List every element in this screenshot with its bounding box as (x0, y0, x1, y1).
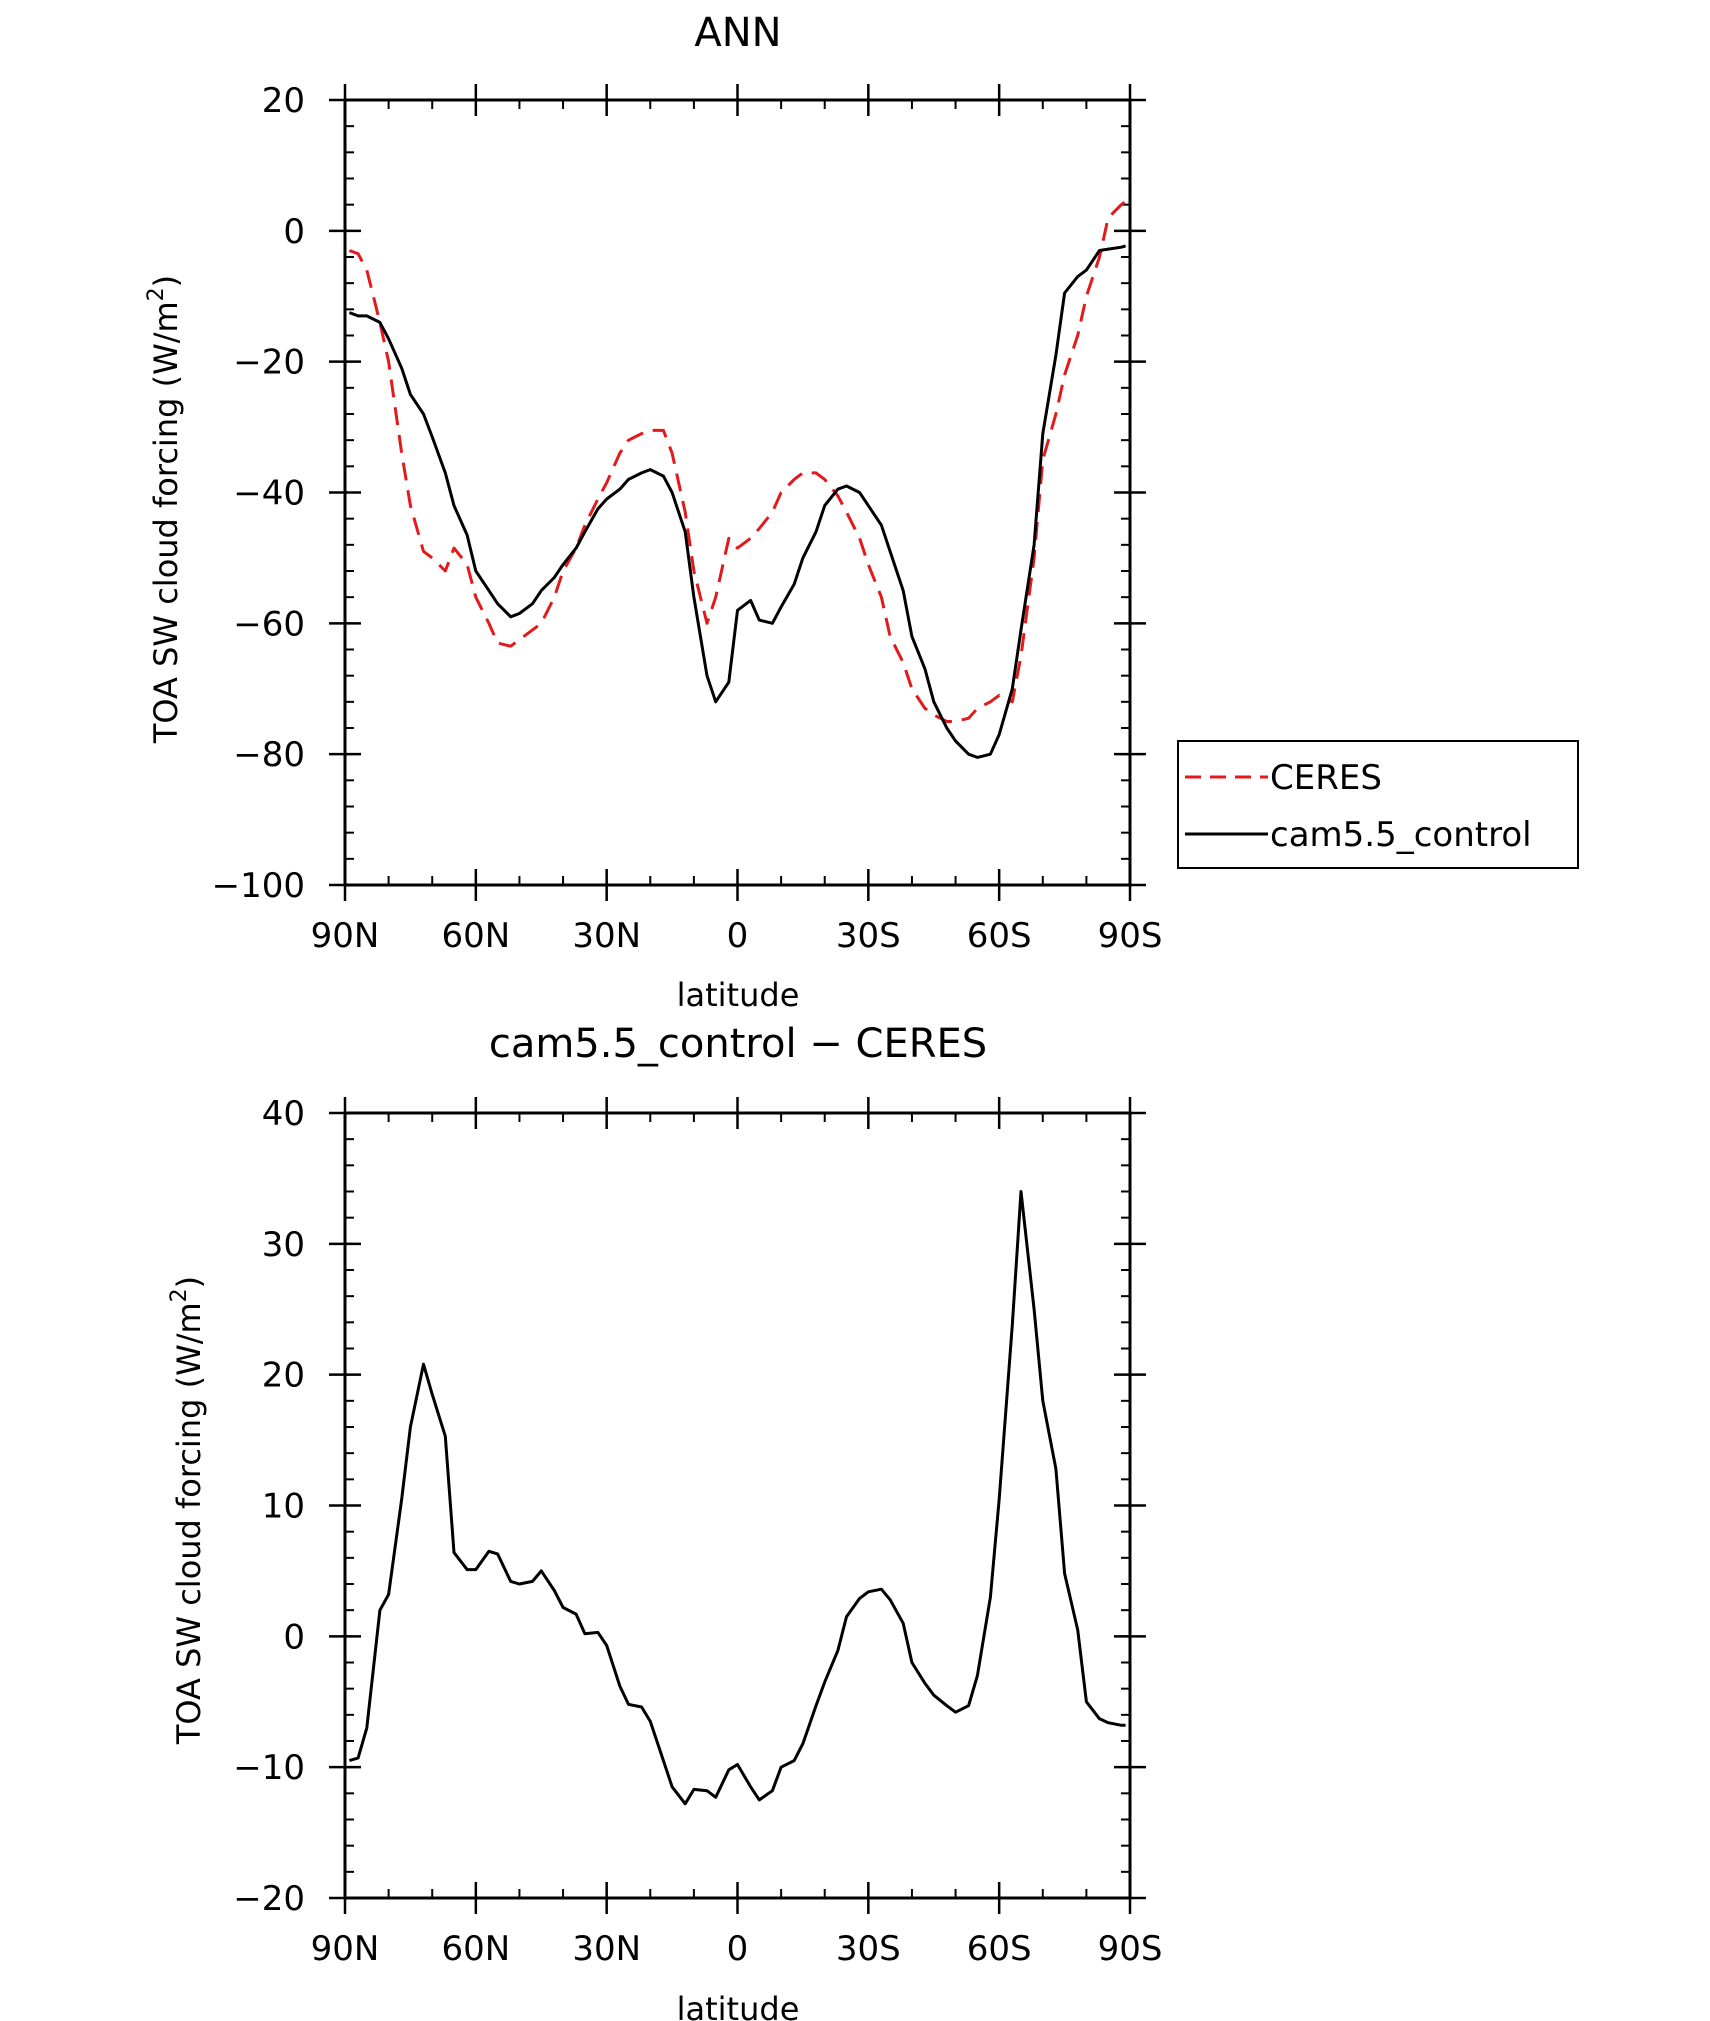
top-x-tick-label: 90N (311, 916, 380, 956)
top-y-axis-label: TOA SW cloud forcing (W/m2) (144, 275, 185, 744)
legend: CERES cam5.5_control (1177, 740, 1579, 869)
bottom-plot-frame (343, 1111, 1132, 1900)
top-y-tick-label: 0 (283, 212, 305, 252)
svg-text:TOA SW cloud forcing (W/m2): TOA SW cloud forcing (W/m2) (167, 1276, 208, 1745)
bottom-chart-title: cam5.5_control − CERES (489, 1021, 987, 1067)
top-x-tick-label: 60N (441, 916, 510, 956)
bottom-x-tick-label: 30S (836, 1929, 901, 1969)
legend-box (1177, 740, 1579, 869)
legend-label-model: cam5.5_control (1270, 815, 1532, 855)
bottom-x-tick-label: 90S (1098, 1929, 1163, 1969)
top-x-tick-label: 0 (727, 916, 749, 956)
bottom-series-layer (348, 1190, 1126, 1806)
top-y-axis-label-main: TOA SW cloud forcing (W/m (147, 301, 185, 744)
top-y-tick-label: −40 (233, 474, 305, 514)
bottom-panel: cam5.5_control − CERES 403020100−10−2090… (167, 1021, 1162, 2021)
top-y-tick-label: −80 (233, 735, 305, 775)
bottom-y-tick-label: 0 (283, 1617, 305, 1657)
top-series-line-ceres (348, 200, 1127, 723)
bottom-series-line-0 (348, 1190, 1126, 1806)
top-plot-frame (343, 98, 1132, 887)
bottom-y-tick-label: 40 (262, 1094, 305, 1134)
bottom-x-tick-label: 30N (572, 1929, 641, 1969)
top-y-tick-label: −20 (233, 343, 305, 383)
svg-text:TOA SW cloud forcing (W/m2): TOA SW cloud forcing (W/m2) (144, 275, 185, 744)
top-x-tick-label: 90S (1098, 916, 1163, 956)
top-series-layer (348, 200, 1127, 759)
bottom-y-axis-label-sup: 2 (167, 1288, 192, 1302)
bottom-x-tick-label: 0 (727, 1929, 749, 1969)
top-x-axis-label: latitude (677, 976, 800, 1014)
top-x-tick-label: 60S (967, 916, 1032, 956)
bottom-y-axis-label: TOA SW cloud forcing (W/m2) (167, 1276, 208, 1745)
bottom-y-axis-label-end: ) (170, 1276, 208, 1288)
bottom-y-tick-label: 10 (262, 1487, 305, 1527)
legend-label-ceres: CERES (1270, 758, 1382, 798)
bottom-x-tick-label: 60N (441, 1929, 510, 1969)
top-y-axis-label-sup: 2 (144, 287, 169, 301)
bottom-y-tick-label: −20 (233, 1879, 305, 1919)
bottom-x-tick-label: 60S (967, 1929, 1032, 1969)
bottom-x-tick-label: 90N (311, 1929, 380, 1969)
bottom-x-axis-label: latitude (677, 1990, 800, 2021)
top-x-tick-label: 30N (572, 916, 641, 956)
top-y-tick-label: −100 (212, 866, 305, 906)
top-series-line-cam5-5-control (348, 244, 1127, 759)
top-chart-title: ANN (694, 10, 781, 56)
bottom-y-tick-label: 20 (262, 1356, 305, 1396)
bottom-y-axis-label-main: TOA SW cloud forcing (W/m (170, 1302, 208, 1745)
bottom-y-tick-label: 30 (262, 1225, 305, 1265)
top-y-axis-label-end: ) (147, 275, 185, 287)
bottom-y-tick-label: −10 (233, 1748, 305, 1788)
top-y-tick-label: −60 (233, 604, 305, 644)
top-x-tick-label: 30S (836, 916, 901, 956)
top-y-tick-label: 20 (262, 81, 305, 121)
